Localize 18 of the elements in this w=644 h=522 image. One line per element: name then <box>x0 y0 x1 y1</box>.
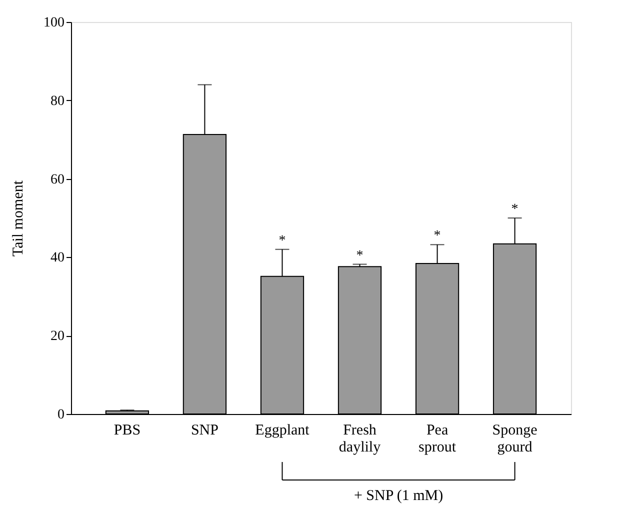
text: + SNP (1 mM) <box>354 488 444 504</box>
y-tick-label: 40 <box>50 250 64 266</box>
x-tick-label: Fresh daylily <box>338 422 382 456</box>
annotation: * <box>434 228 441 244</box>
y-axis-title: Tail moment <box>10 180 26 257</box>
y-tick-label: 60 <box>50 172 64 188</box>
x-tick-label: Eggplant <box>255 422 310 438</box>
annotation: * <box>356 248 364 264</box>
x-tick-label: Pea sprout <box>418 422 457 456</box>
y-tick-label: 20 <box>50 329 64 344</box>
x-tick-label: SNP <box>190 422 218 438</box>
y-tick-label: 0 <box>58 408 64 422</box>
y-tick-label: 100 <box>44 16 64 30</box>
annotation: * <box>278 233 286 248</box>
annotation: * <box>511 202 518 217</box>
x-tick-label: Sponge gourd <box>492 422 538 456</box>
x-tick-label: PBS <box>114 422 141 438</box>
y-tick-label: 80 <box>50 94 64 109</box>
